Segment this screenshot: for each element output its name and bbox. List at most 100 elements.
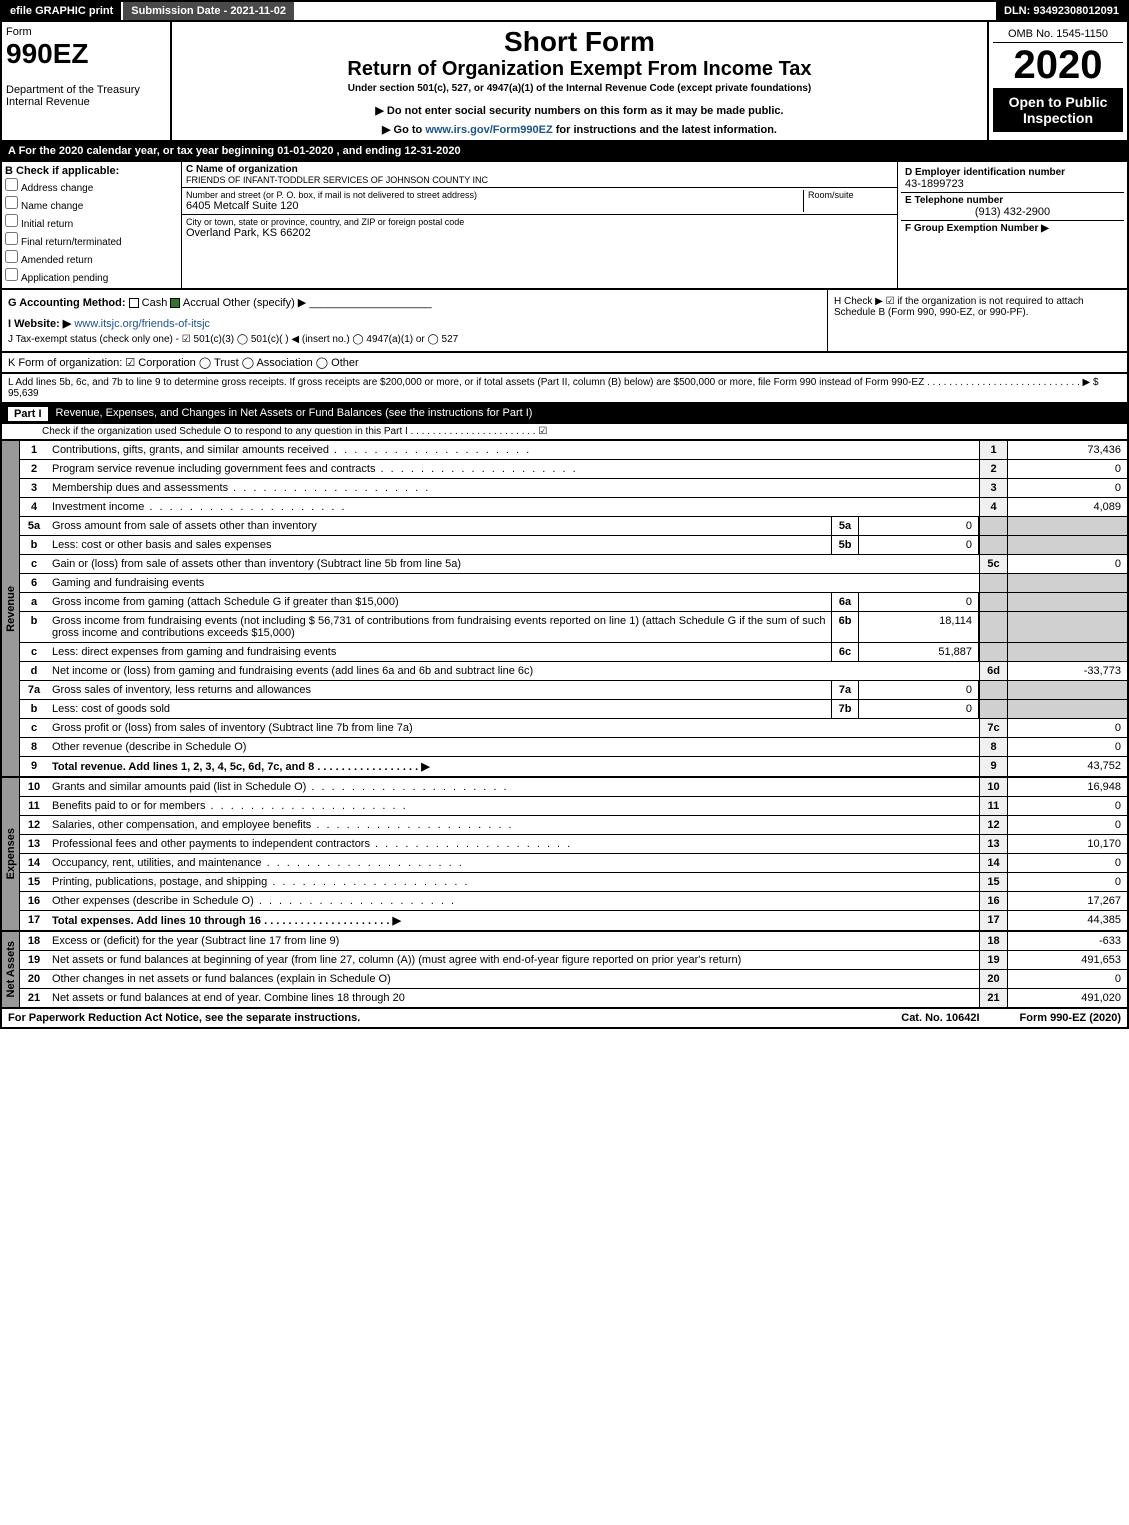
- ssn-warning: ▶ Do not enter social security numbers o…: [176, 104, 983, 117]
- box-j: J Tax-exempt status (check only one) - ☑…: [8, 334, 821, 345]
- line-21-val: 491,020: [1007, 989, 1127, 1007]
- check-final-return[interactable]: Final return/terminated: [5, 231, 178, 249]
- line-6b-desc: Gross income from fundraising events (no…: [48, 612, 831, 642]
- box-k: K Form of organization: ☑ Corporation ◯ …: [0, 353, 1129, 374]
- room-suite-label: Room/suite: [803, 190, 893, 212]
- line-21-desc: Net assets or fund balances at end of ye…: [48, 989, 979, 1007]
- line-1-val: 73,436: [1007, 441, 1127, 459]
- line-18-desc: Excess or (deficit) for the year (Subtra…: [48, 932, 979, 950]
- check-address-change[interactable]: Address change: [5, 177, 178, 195]
- box-g-label: G Accounting Method:: [8, 297, 126, 309]
- box-i-label: I Website: ▶: [8, 318, 71, 330]
- form-title: Short Form: [176, 26, 983, 58]
- line-14-desc: Occupancy, rent, utilities, and maintena…: [48, 854, 979, 872]
- form-subtitle: Return of Organization Exempt From Incom…: [176, 58, 983, 81]
- check-name-change[interactable]: Name change: [5, 195, 178, 213]
- check-application-pending[interactable]: Application pending: [5, 267, 178, 285]
- line-18-val: -633: [1007, 932, 1127, 950]
- line-12-desc: Salaries, other compensation, and employ…: [48, 816, 979, 834]
- line-6a-val: 0: [859, 593, 979, 611]
- box-h: H Check ▶ ☑ if the organization is not r…: [827, 290, 1127, 351]
- line-2-val: 0: [1007, 460, 1127, 478]
- topbar: efile GRAPHIC print Submission Date - 20…: [0, 0, 1129, 22]
- line-6b-val: 18,114: [859, 612, 979, 642]
- org-address: 6405 Metcalf Suite 120: [186, 200, 803, 212]
- line-5a-desc: Gross amount from sale of assets other t…: [48, 517, 831, 535]
- form-under: Under section 501(c), 527, or 4947(a)(1)…: [176, 83, 983, 94]
- line-6c-val: 51,887: [859, 643, 979, 661]
- dln: DLN: 93492308012091: [996, 2, 1127, 20]
- page-footer: For Paperwork Reduction Act Notice, see …: [0, 1009, 1129, 1029]
- line-5a-val: 0: [859, 517, 979, 535]
- line-7c-val: 0: [1007, 719, 1127, 737]
- footer-formref: Form 990-EZ (2020): [1020, 1012, 1121, 1024]
- line-20-val: 0: [1007, 970, 1127, 988]
- line-7a-val: 0: [859, 681, 979, 699]
- line-4-desc: Investment income: [48, 498, 979, 516]
- line-20-desc: Other changes in net assets or fund bala…: [48, 970, 979, 988]
- line-10-val: 16,948: [1007, 778, 1127, 796]
- line-7c-desc: Gross profit or (loss) from sales of inv…: [48, 719, 979, 737]
- period-row: A For the 2020 calendar year, or tax yea…: [0, 142, 1129, 162]
- line-17-val: 44,385: [1007, 911, 1127, 930]
- box-d-label: D Employer identification number: [905, 167, 1120, 178]
- line-13-desc: Professional fees and other payments to …: [48, 835, 979, 853]
- org-info-section: B Check if applicable: Address change Na…: [0, 162, 1129, 290]
- box-def: D Employer identification number 43-1899…: [897, 162, 1127, 288]
- line-5c-val: 0: [1007, 555, 1127, 573]
- line-7b-val: 0: [859, 700, 979, 718]
- line-17-desc: Total expenses. Add lines 10 through 16 …: [48, 911, 979, 930]
- box-b: B Check if applicable: Address change Na…: [2, 162, 182, 288]
- line-5c-desc: Gain or (loss) from sale of assets other…: [48, 555, 979, 573]
- org-name: FRIENDS OF INFANT-TODDLER SERVICES OF JO…: [186, 175, 893, 185]
- box-f-label: F Group Exemption Number ▶: [905, 223, 1120, 234]
- line-15-val: 0: [1007, 873, 1127, 891]
- check-initial-return[interactable]: Initial return: [5, 213, 178, 231]
- revenue-section: Revenue 1Contributions, gifts, grants, a…: [0, 441, 1129, 778]
- accrual-checkbox[interactable]: [170, 298, 180, 308]
- tax-year: 2020: [993, 43, 1123, 88]
- box-c: C Name of organization FRIENDS OF INFANT…: [182, 162, 897, 288]
- open-inspection: Open to Public Inspection: [993, 88, 1123, 132]
- part1-tag: Part I: [8, 407, 48, 421]
- line-16-val: 17,267: [1007, 892, 1127, 910]
- revenue-label: Revenue: [2, 441, 20, 776]
- form-header: Form 990EZ Department of the Treasury In…: [0, 22, 1129, 142]
- cash-checkbox[interactable]: [129, 298, 139, 308]
- line-19-desc: Net assets or fund balances at beginning…: [48, 951, 979, 969]
- netassets-section: Net Assets 18Excess or (deficit) for the…: [0, 932, 1129, 1009]
- expenses-label: Expenses: [2, 778, 20, 930]
- line-2-desc: Program service revenue including govern…: [48, 460, 979, 478]
- omb-number: OMB No. 1545-1150: [993, 26, 1123, 43]
- addr-label: Number and street (or P. O. box, if mail…: [186, 190, 803, 200]
- irs-link[interactable]: www.irs.gov/Form990EZ: [425, 124, 552, 136]
- footer-left: For Paperwork Reduction Act Notice, see …: [8, 1012, 360, 1024]
- line-19-val: 491,653: [1007, 951, 1127, 969]
- part1-header-row: Part I Revenue, Expenses, and Changes in…: [0, 404, 1129, 441]
- line-12-val: 0: [1007, 816, 1127, 834]
- box-g: G Accounting Method: Cash Accrual Other …: [2, 290, 827, 351]
- line-3-desc: Membership dues and assessments: [48, 479, 979, 497]
- line-13-val: 10,170: [1007, 835, 1127, 853]
- city-label: City or town, state or province, country…: [186, 217, 893, 227]
- check-amended-return[interactable]: Amended return: [5, 249, 178, 267]
- line-6-desc: Gaming and fundraising events: [48, 574, 979, 592]
- line-5b-val: 0: [859, 536, 979, 554]
- line-6d-val: -33,773: [1007, 662, 1127, 680]
- line-4-val: 4,089: [1007, 498, 1127, 516]
- part1-title: Revenue, Expenses, and Changes in Net As…: [56, 407, 533, 421]
- line-1-desc: Contributions, gifts, grants, and simila…: [48, 441, 979, 459]
- line-7a-desc: Gross sales of inventory, less returns a…: [48, 681, 831, 699]
- website-link[interactable]: www.itsjc.org/friends-of-itsjc: [74, 318, 210, 330]
- netassets-label: Net Assets: [2, 932, 20, 1007]
- line-15-desc: Printing, publications, postage, and shi…: [48, 873, 979, 891]
- line-14-val: 0: [1007, 854, 1127, 872]
- line-5b-desc: Less: cost or other basis and sales expe…: [48, 536, 831, 554]
- ein: 43-1899723: [905, 178, 1120, 190]
- box-l: L Add lines 5b, 6c, and 7b to line 9 to …: [0, 374, 1129, 404]
- line-9-desc: Total revenue. Add lines 1, 2, 3, 4, 5c,…: [48, 757, 979, 776]
- g-h-row: G Accounting Method: Cash Accrual Other …: [0, 290, 1129, 353]
- expenses-section: Expenses 10Grants and similar amounts pa…: [0, 778, 1129, 932]
- line-7b-desc: Less: cost of goods sold: [48, 700, 831, 718]
- form-label: Form: [6, 26, 166, 38]
